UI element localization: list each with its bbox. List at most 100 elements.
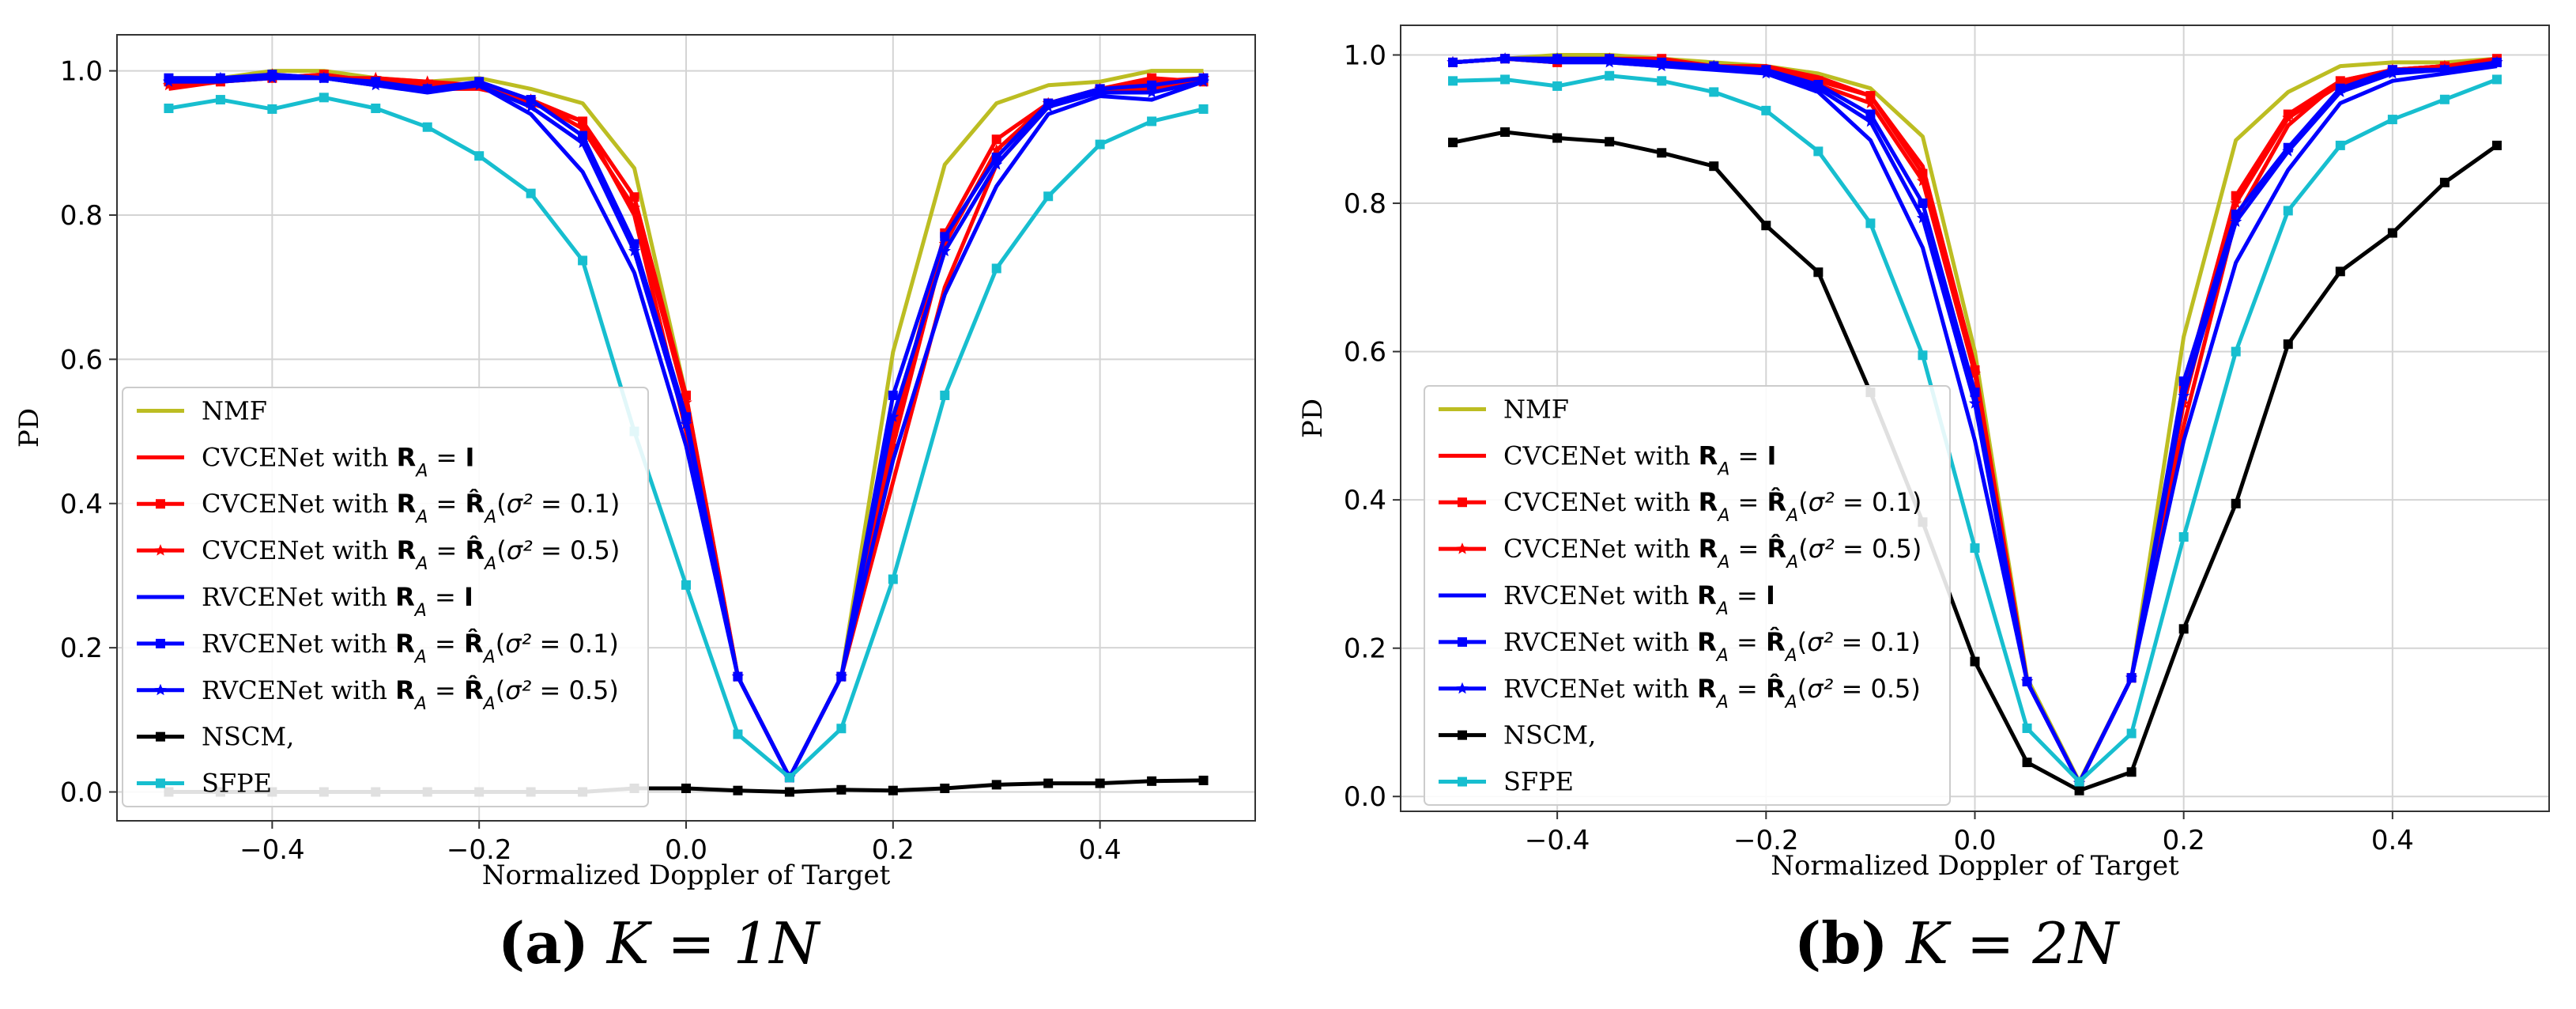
data-point — [1551, 52, 1563, 64]
data-point — [162, 75, 175, 87]
legend-marker — [1458, 777, 1467, 787]
y-tick-label: 0.0 — [60, 777, 103, 809]
caption-a: (a) K = 1N — [498, 909, 819, 977]
data-point — [371, 104, 381, 114]
data-point — [2125, 671, 2138, 683]
x-tick-label: −0.4 — [1525, 825, 1590, 856]
data-point — [215, 95, 225, 105]
data-point — [319, 93, 329, 103]
data-point — [1147, 776, 1157, 786]
data-point — [2022, 758, 2032, 768]
data-point — [1605, 137, 1615, 147]
data-point — [1864, 115, 1876, 127]
y-tick-label: 1.0 — [1344, 40, 1386, 72]
data-point — [2438, 63, 2451, 75]
data-point — [1094, 86, 1107, 98]
y-axis-label: PD — [13, 408, 45, 448]
legend-item: NMF — [137, 395, 267, 425]
x-tick-label: 0.4 — [2371, 825, 2414, 856]
data-point — [1709, 161, 1719, 172]
data-point — [1145, 86, 1158, 98]
legend-item: NSCM, — [137, 722, 294, 752]
legend-box — [1424, 385, 1951, 806]
legend-label: RVCENet with RA = R̂A(σ² = 0.5) — [202, 675, 619, 714]
data-point — [2231, 346, 2241, 357]
legend-label: RVCENet with RA = R̂A(σ² = 0.5) — [1503, 674, 1921, 712]
y-tick-label: 0.8 — [1344, 188, 1386, 220]
legend-item: NSCM, — [1439, 720, 1596, 750]
legend-item: RVCENet with RA = I — [1439, 580, 1775, 619]
x-axis-label: Normalized Doppler of Target — [482, 860, 891, 891]
legend-label: CVCENet with RA = R̂A(σ² = 0.1) — [1503, 487, 1922, 526]
data-point — [1198, 775, 1209, 785]
legend-marker — [154, 544, 167, 556]
data-point — [526, 188, 536, 198]
legend-marker — [1456, 682, 1469, 694]
legend-marker — [156, 499, 165, 509]
data-point — [1761, 221, 1771, 231]
data-point — [576, 136, 589, 149]
legend-label: CVCENet with RA = R̂A(σ² = 0.5) — [202, 535, 620, 574]
data-point — [421, 82, 434, 94]
legend-item: SFPE — [1439, 767, 1574, 797]
legend-item: RVCENet with RA = I — [137, 582, 473, 621]
data-point — [1499, 52, 1511, 64]
data-point — [1864, 96, 1876, 108]
data-point — [2230, 215, 2242, 227]
legend-item: CVCENet with RA = I — [1439, 440, 1776, 479]
x-tick-label: 0.2 — [2163, 825, 2205, 856]
data-point — [2283, 339, 2293, 350]
data-point — [628, 244, 641, 257]
data-point — [2282, 111, 2295, 123]
data-point — [1916, 211, 1929, 224]
data-point — [1707, 59, 1720, 71]
data-point — [940, 390, 950, 400]
data-point — [2178, 624, 2189, 634]
y-tick-label: 1.0 — [60, 56, 103, 88]
x-tick-label: 0.0 — [665, 834, 707, 866]
data-point — [422, 122, 432, 132]
data-point — [2230, 197, 2242, 209]
legend-item: RVCENet with RA = R̂A(σ² = 0.1) — [137, 629, 619, 667]
data-point — [1448, 138, 1458, 148]
data-point — [1147, 116, 1157, 127]
data-point — [2491, 140, 2502, 150]
data-point — [2178, 389, 2190, 402]
series-0 — [1452, 53, 2498, 784]
data-point — [1812, 81, 1824, 94]
x-tick-label: 0.0 — [1953, 825, 1996, 856]
data-point — [1918, 198, 1928, 209]
data-point — [473, 78, 485, 91]
legend-label: NSCM, — [1503, 720, 1596, 750]
data-point — [680, 418, 692, 429]
data-point — [940, 232, 950, 242]
legend-item: CVCENet with RA = I — [137, 442, 474, 481]
legend-marker — [156, 731, 165, 742]
legend-label: NMF — [202, 395, 267, 425]
series-8 — [1448, 70, 2502, 787]
data-point — [940, 783, 950, 793]
data-point — [888, 390, 898, 400]
data-point — [162, 78, 175, 91]
data-point — [2439, 94, 2450, 104]
data-point — [2334, 85, 2347, 97]
data-point — [369, 78, 382, 91]
legend-label: CVCENet with RA = I — [1503, 440, 1776, 479]
x-axis-label: Normalized Doppler of Target — [1771, 850, 2179, 882]
chart-b: −0.4 −0.2 0.0 0.2 0.4 0.0 0.2 0.4 0.6 0.8 1.0 Norma… — [1297, 25, 2550, 882]
series-7 — [1448, 127, 2502, 795]
legend-label: SFPE — [202, 769, 272, 799]
legend-label: SFPE — [1503, 767, 1574, 797]
caption-b: (b) K = 2N — [1794, 909, 2118, 977]
legend-item: RVCENet with RA = R̂A(σ² = 0.1) — [1439, 627, 1921, 666]
legend-item: RVCENet with RA = R̂A(σ² = 0.5) — [137, 675, 619, 714]
data-point — [1865, 91, 1876, 101]
legend-marker — [156, 638, 165, 648]
legend-label: RVCENet with RA = R̂A(σ² = 0.1) — [1503, 627, 1921, 666]
y-axis-label: PD — [1297, 399, 1329, 438]
caption-a-math: K = 1N — [606, 910, 820, 977]
data-point — [888, 785, 898, 795]
y-tick-label: 0.2 — [1344, 633, 1386, 665]
series-line — [1452, 53, 2498, 784]
